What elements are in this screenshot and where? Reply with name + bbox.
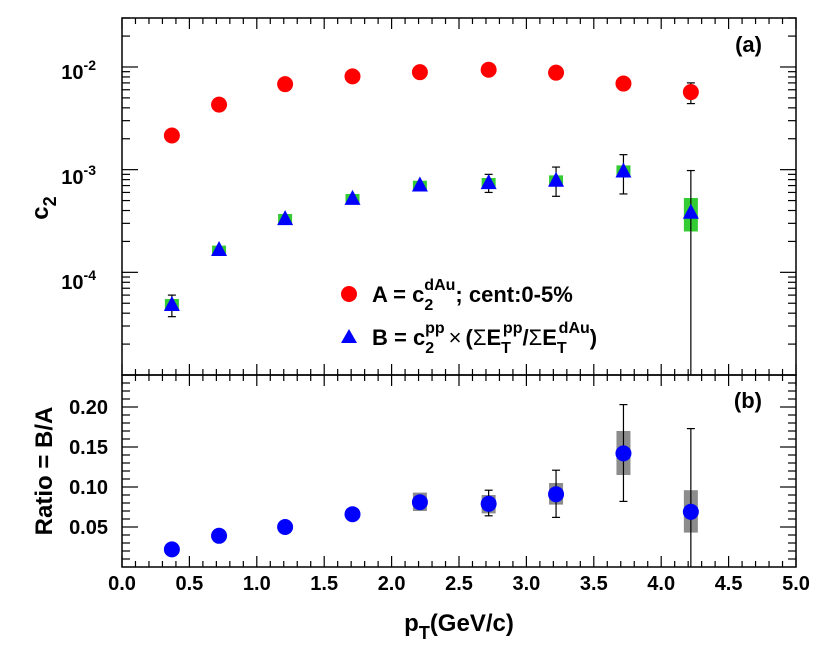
series-b-point [277, 210, 294, 226]
series-a-point [480, 61, 497, 78]
series-b-point [615, 162, 632, 178]
legend-marker-b [341, 329, 357, 343]
ratio-point [211, 527, 228, 544]
ratio-point [163, 541, 180, 558]
x-tick-label: 1.5 [310, 573, 338, 595]
panel-a-label: (a) [735, 32, 762, 57]
x-tick-label: 5.0 [782, 573, 810, 595]
legend-label-b: B = c2pp × (ΣETpp/ΣETdAu) [372, 320, 597, 357]
x-tick-label: 3.5 [580, 573, 608, 595]
y-tick-label-1e-4: 10-4 [61, 267, 96, 294]
series-a-point [548, 64, 565, 81]
ratio-point [615, 445, 632, 462]
x-tick-label: 4.0 [647, 573, 675, 595]
x-tick-label: 2.0 [378, 573, 406, 595]
series-a-point [277, 76, 294, 93]
ratio-point [277, 519, 294, 535]
x-axis-title: pT(GeV/c) [404, 610, 514, 643]
series-a-point [163, 127, 180, 144]
x-tick-label: 4.5 [715, 573, 743, 595]
series-a-point [411, 64, 428, 81]
y-tick-label-b: 0.20 [69, 397, 108, 419]
series-a-point [211, 96, 228, 113]
y-axis-title-b: Ratio = B/A [31, 407, 58, 536]
y-axis-title-a: c2 [27, 196, 60, 219]
x-tick-label: 0.0 [108, 573, 136, 595]
series-b-point [548, 171, 565, 187]
series-b-point [211, 240, 228, 256]
y-tick-label-b: 0.05 [69, 517, 108, 539]
ratio-point [344, 506, 361, 523]
y-tick-labels-a: 10-2 10-3 10-4 [61, 57, 96, 294]
series-b-point [682, 203, 699, 219]
y-tick-label-b: 0.15 [69, 437, 108, 459]
y-tick-label-1e-3: 10-3 [61, 162, 96, 189]
markers-layer [163, 61, 699, 558]
ratio-point [480, 495, 497, 512]
x-tick-label: 1.0 [243, 573, 271, 595]
y-tick-label-1e-2: 10-2 [61, 57, 96, 84]
legend: A = c2dAu; cent:0-5% B = c2pp × (ΣETpp/ΣET… [341, 277, 597, 357]
series-a-point [682, 84, 699, 101]
series-b-point [344, 189, 361, 205]
series-b-point [411, 176, 428, 192]
series-a-point [344, 68, 361, 85]
legend-marker-a [341, 286, 357, 302]
legend-label-a: A = c2dAu; cent:0-5% [372, 277, 573, 314]
ratio-point [548, 486, 565, 503]
x-tick-label: 0.5 [175, 573, 203, 595]
ticks-layer: 0.0 0.5 1.0 1.5 2.0 2.5 3.0 3.5 4.0 4.5 5.0 0.05 0.1… [69, 17, 810, 595]
ratio-point [411, 494, 428, 511]
series-b-point [163, 296, 180, 312]
x-tick-label: 2.5 [445, 573, 473, 595]
panel-b-label: (b) [734, 388, 762, 413]
series-b-point [480, 174, 497, 190]
x-tick-label: 3.0 [512, 573, 540, 595]
ratio-point [682, 503, 699, 520]
y-tick-label-b: 0.10 [69, 477, 108, 499]
series-a-point [615, 75, 632, 92]
